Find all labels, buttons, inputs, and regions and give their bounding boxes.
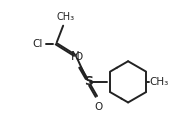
Text: CH₃: CH₃: [149, 77, 169, 87]
Text: Cl: Cl: [32, 39, 43, 49]
Text: CH₃: CH₃: [57, 12, 75, 22]
Text: S: S: [84, 75, 93, 88]
Text: N: N: [71, 50, 80, 63]
Text: O: O: [94, 102, 102, 112]
Text: O: O: [74, 52, 82, 62]
